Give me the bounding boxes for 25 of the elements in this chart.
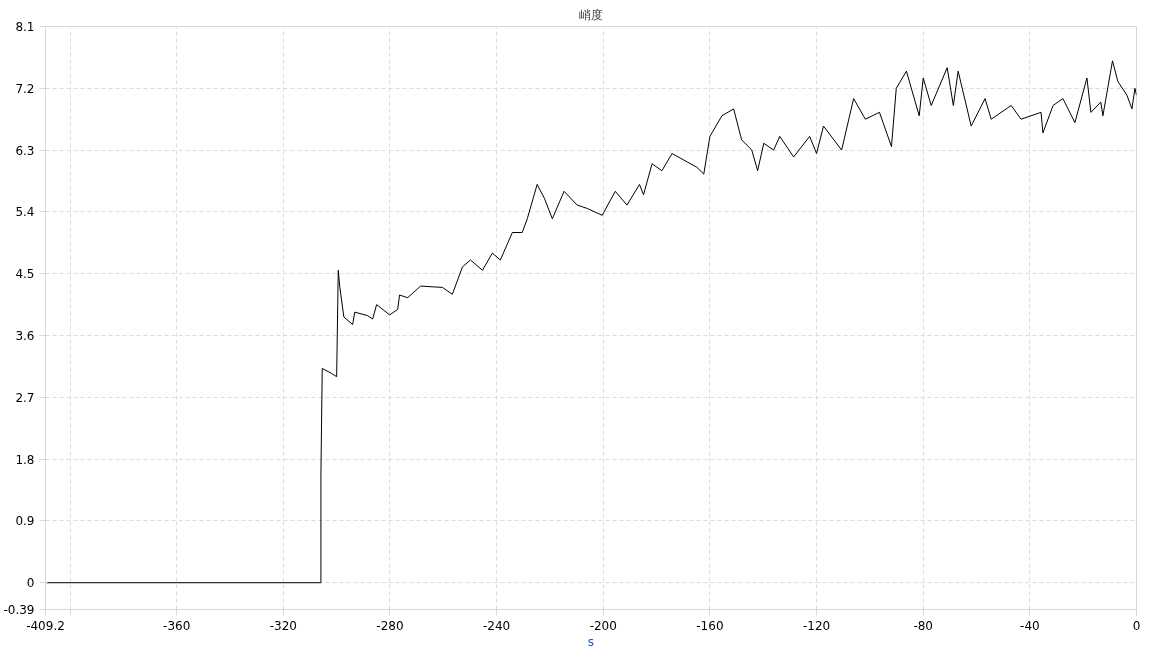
y-tick-label: 0.9 bbox=[15, 514, 35, 529]
x-axis-title: s bbox=[587, 634, 595, 649]
chart-title: 峭度 bbox=[579, 7, 603, 22]
line-series bbox=[45, 60, 1137, 584]
x-tick-label: 0 bbox=[1132, 618, 1141, 633]
x-tick-label: -280 bbox=[376, 618, 404, 633]
x-tick-label: -240 bbox=[483, 618, 511, 633]
y-tick-label: 0 bbox=[26, 576, 35, 591]
y-tick-label: 6.3 bbox=[15, 143, 35, 158]
x-tick-label: -409.2 bbox=[26, 618, 65, 633]
x-tick-label: -320 bbox=[269, 618, 297, 633]
y-tick-label: 1.8 bbox=[15, 452, 35, 467]
y-tick-label: 8.1 bbox=[15, 20, 35, 34]
y-tick-label: 5.4 bbox=[15, 205, 35, 220]
x-tick-label: -40 bbox=[1020, 618, 1040, 633]
y-tick-label: 3.6 bbox=[15, 329, 35, 344]
x-tick-label: -80 bbox=[913, 618, 934, 633]
x-tick-label: -200 bbox=[589, 618, 617, 633]
y-tick-label: 2.7 bbox=[15, 390, 35, 405]
x-tick-label: -160 bbox=[696, 618, 724, 633]
y-tick-label: -0.39 bbox=[3, 603, 35, 617]
y-tick-label: 4.5 bbox=[15, 267, 35, 282]
x-tick-label: -360 bbox=[163, 618, 191, 633]
x-tick-label: -120 bbox=[802, 618, 831, 633]
y-tick-label: 7.2 bbox=[15, 81, 35, 96]
